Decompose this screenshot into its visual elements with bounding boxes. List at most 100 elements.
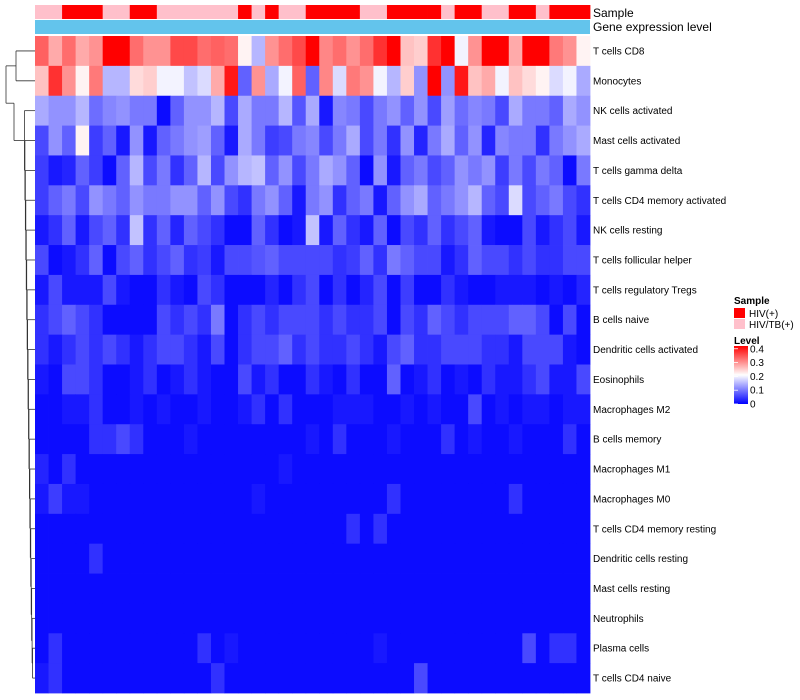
heatmap-cell	[278, 215, 293, 246]
heatmap-cell	[143, 95, 158, 126]
heatmap-cell	[346, 155, 361, 186]
heatmap-cell	[576, 334, 591, 365]
heatmap-cell	[414, 155, 428, 186]
heatmap-cell	[522, 304, 537, 336]
heatmap-cell	[238, 663, 252, 694]
heatmap-cell	[210, 633, 225, 664]
heatmap-cell	[427, 454, 442, 485]
heatmap-cell	[265, 633, 280, 664]
heatmap-cell	[427, 185, 442, 216]
heatmap-cell	[197, 633, 212, 664]
heatmap-cell	[332, 573, 347, 604]
heatmap-cell	[197, 394, 212, 425]
heatmap-cell	[224, 334, 239, 365]
heatmap-cell	[441, 95, 456, 126]
heatmap-cell	[48, 483, 63, 515]
heatmap-cell	[373, 155, 388, 186]
heatmap-cell	[102, 95, 117, 126]
heatmap-cell	[386, 633, 401, 664]
heatmap-cell	[265, 274, 280, 306]
heatmap-cell	[549, 245, 564, 276]
sample-annotation-cell	[278, 5, 293, 19]
heatmap-cell	[562, 125, 577, 156]
heatmap-cell	[508, 364, 523, 395]
sample-annotation-cell	[522, 5, 537, 19]
row-label: T cells CD8	[593, 46, 645, 57]
heatmap-cell	[170, 155, 185, 186]
heatmap-cell	[319, 364, 334, 395]
heatmap-cell	[278, 364, 293, 395]
heatmap-cell	[562, 215, 577, 246]
heatmap-cell	[197, 95, 212, 126]
heatmap-cell	[386, 573, 401, 604]
heatmap-cell	[562, 513, 577, 545]
heatmap-cell	[468, 424, 483, 455]
heatmap-cell	[508, 543, 523, 574]
heatmap-cell	[373, 95, 388, 126]
heatmap-cell	[576, 364, 591, 395]
heatmap-cell	[35, 454, 49, 485]
sample-annotation-cell	[549, 5, 564, 19]
heatmap-cell	[332, 334, 347, 365]
heatmap-cell	[427, 424, 442, 455]
heatmap-cell	[238, 274, 252, 306]
heatmap-cell	[495, 513, 510, 545]
heatmap-cell	[183, 573, 198, 604]
heatmap-cell	[62, 125, 77, 156]
heatmap-cell	[386, 215, 401, 246]
heatmap-cell	[89, 633, 104, 664]
heatmap-cell	[251, 394, 266, 425]
heatmap-cell	[35, 513, 49, 545]
heatmap-cell	[116, 274, 131, 306]
heatmap-cell	[400, 36, 415, 67]
heatmap-cell	[427, 95, 442, 126]
heatmap-cell	[265, 424, 280, 455]
heatmap-cell	[62, 394, 77, 425]
heatmap-cell	[129, 185, 144, 216]
heatmap-cell	[495, 573, 510, 604]
heatmap-cell	[454, 513, 469, 545]
heatmap-cell	[535, 454, 550, 485]
heatmap-cell	[183, 274, 198, 306]
heatmap-cell	[89, 513, 104, 545]
sample-annotation-cell	[468, 5, 483, 19]
heatmap-cell	[251, 125, 266, 156]
heatmap-cell	[468, 334, 483, 365]
heatmap-cell	[292, 245, 307, 276]
sample-annotation-cell	[454, 5, 469, 19]
heatmap-cell	[116, 334, 131, 365]
heatmap-cell	[278, 573, 293, 604]
heatmap-cell	[481, 663, 496, 694]
heatmap-cell	[210, 215, 225, 246]
heatmap-cell	[346, 513, 361, 545]
heatmap-cell	[89, 364, 104, 395]
heatmap-cell	[441, 304, 456, 336]
heatmap-cell	[549, 543, 564, 574]
legend-level-title: Level	[734, 336, 760, 347]
heatmap-cell	[62, 454, 77, 485]
heatmap-cell	[562, 573, 577, 604]
heatmap-cell	[414, 185, 428, 216]
sample-annotation-cell	[75, 5, 90, 19]
heatmap-cell	[238, 215, 252, 246]
heatmap-cell	[481, 573, 496, 604]
heatmap-cell	[522, 573, 537, 604]
heatmap-cell	[468, 394, 483, 425]
heatmap-cell	[495, 483, 510, 515]
heatmap-cell	[292, 215, 307, 246]
heatmap-cell	[129, 125, 144, 156]
heatmap-cell	[183, 394, 198, 425]
heatmap-cell	[535, 65, 550, 97]
heatmap-cell	[481, 215, 496, 246]
heatmap-cell	[495, 543, 510, 574]
heatmap-cell	[102, 245, 117, 276]
heatmap-cell	[129, 36, 144, 67]
heatmap-cell	[156, 454, 171, 485]
heatmap-cell	[102, 304, 117, 336]
row-labels: T cells CD8 Monocytes NK cells activated Ma…	[593, 46, 726, 684]
heatmap-cell	[332, 65, 347, 97]
heatmap-cell	[454, 454, 469, 485]
heatmap-cell	[359, 245, 374, 276]
heatmap-cell	[292, 394, 307, 425]
heatmap-cell	[265, 65, 280, 97]
